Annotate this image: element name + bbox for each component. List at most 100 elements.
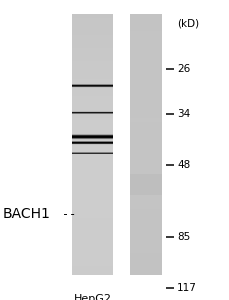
Bar [72,144,112,145]
Bar [72,231,112,236]
Bar [129,240,161,245]
Bar [72,87,112,88]
Bar [129,66,161,70]
Bar [72,84,112,85]
Bar [72,240,112,245]
Bar [72,142,112,143]
Text: HepG2: HepG2 [74,294,112,300]
Bar [72,153,112,154]
Bar [129,35,161,40]
Text: BACH1: BACH1 [2,208,50,221]
Bar [72,136,112,137]
Bar [129,118,161,123]
Bar [129,113,161,119]
Bar [72,85,112,86]
Bar [72,170,112,175]
Bar [72,143,112,144]
Bar [72,139,112,140]
Bar [72,86,112,87]
Bar [129,214,161,218]
Bar [129,74,161,80]
Bar [72,201,112,206]
Bar [72,137,112,138]
Bar [72,113,112,114]
Bar [129,48,161,53]
Bar [72,135,112,136]
Bar [72,166,112,171]
Bar [72,153,112,158]
Bar [129,96,161,101]
Bar [72,35,112,40]
Bar [129,140,161,145]
Bar [129,87,161,92]
Bar [72,196,112,201]
Bar [72,61,112,66]
Bar [129,53,161,58]
Bar [129,148,161,153]
Bar [129,257,161,262]
Bar [72,153,112,154]
Bar [129,227,161,232]
Bar [129,266,161,271]
Bar [72,141,112,142]
Bar [72,261,112,266]
Bar [72,188,112,193]
Bar [72,66,112,70]
Bar [129,18,161,23]
Bar [129,253,161,258]
Bar [72,100,112,106]
Bar [72,152,112,153]
Bar [129,166,161,171]
Bar [129,83,161,88]
Bar [72,92,112,97]
Bar [129,40,161,45]
Bar [72,157,112,162]
Bar [72,18,112,23]
Bar [72,153,112,154]
Bar [72,253,112,258]
Bar [72,112,112,113]
Bar [129,61,161,66]
Bar [72,84,112,85]
Bar [129,31,161,36]
Bar [72,141,112,142]
Bar [129,153,161,158]
Bar [72,85,112,86]
Bar [129,222,161,227]
Bar [129,44,161,49]
Bar [72,112,112,113]
Bar [72,140,112,145]
Bar [72,136,112,137]
Bar [72,235,112,240]
Bar [129,22,161,27]
Bar [72,137,112,138]
Bar [72,48,112,53]
Bar [72,134,112,135]
Bar [72,209,112,214]
Bar [72,138,112,139]
Bar [72,222,112,227]
Bar [72,127,112,131]
Bar [129,248,161,253]
Bar [72,113,112,114]
Bar [72,136,112,137]
Bar [129,92,161,97]
Bar [72,112,112,113]
Bar [129,270,161,275]
Bar [72,85,112,86]
Bar [72,137,112,138]
Bar [72,153,112,154]
Bar [72,270,112,275]
Bar [129,244,161,249]
Bar [129,100,161,106]
Bar [129,144,161,149]
Bar [72,22,112,27]
Bar [129,122,161,127]
Bar [72,109,112,114]
Bar [72,85,112,86]
Bar [72,134,112,135]
Bar [72,227,112,232]
Bar [72,175,112,179]
Bar [129,109,161,114]
Bar [72,111,112,112]
